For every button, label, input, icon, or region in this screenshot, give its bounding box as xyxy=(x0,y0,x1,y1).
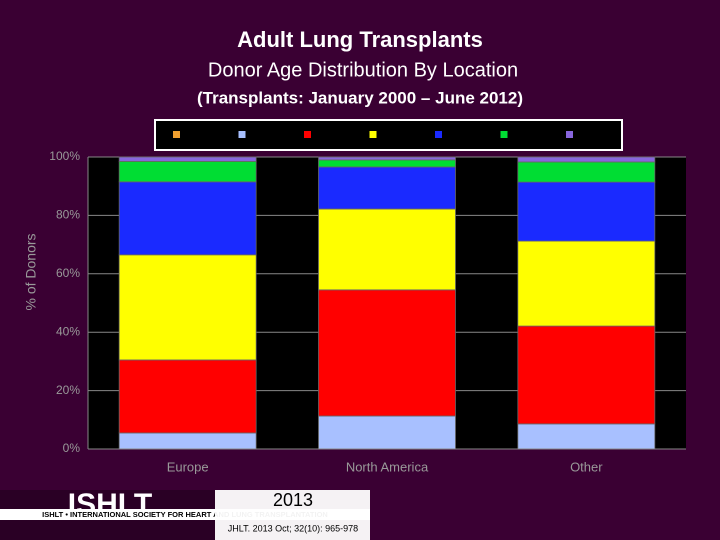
y-tick-label: 100% xyxy=(49,149,80,163)
x-tick-label: Other xyxy=(570,459,603,474)
legend-marker xyxy=(435,131,442,138)
y-tick-label: 80% xyxy=(56,208,80,222)
y-axis-label: % of Donors xyxy=(23,233,39,310)
citation-box xyxy=(215,490,370,540)
y-tick-label: 40% xyxy=(56,324,80,338)
bar-segment xyxy=(517,325,656,425)
bar-segment xyxy=(318,159,456,168)
legend-marker xyxy=(173,131,180,138)
legend-box xyxy=(154,119,623,151)
bar-segment xyxy=(118,156,257,162)
bar-segment xyxy=(517,181,656,242)
bar-segment xyxy=(318,166,456,210)
y-tick-label: 20% xyxy=(56,383,80,397)
year: 2013 xyxy=(273,490,313,510)
legend-marker xyxy=(304,131,311,138)
bar-segment xyxy=(118,160,257,183)
bar-segment xyxy=(318,289,456,417)
bar-segment xyxy=(318,208,456,291)
bar-segment xyxy=(517,423,656,450)
legend-marker xyxy=(238,131,246,138)
bar-segment xyxy=(318,156,456,161)
bar-segment xyxy=(318,415,456,450)
society-band xyxy=(0,509,370,520)
x-tick-label: Europe xyxy=(167,459,209,474)
y-tick-label: 60% xyxy=(56,266,80,280)
legend-marker xyxy=(500,131,508,138)
chart-subtitle: Donor Age Distribution By Location xyxy=(208,59,518,81)
y-tick-label: 0% xyxy=(63,441,81,455)
x-tick-label: North America xyxy=(346,459,429,474)
citation: JHLT. 2013 Oct; 32(10): 965-978 xyxy=(228,523,358,533)
bar-segment xyxy=(118,359,257,434)
bar-segment xyxy=(517,161,656,183)
chart-title: Adult Lung Transplants xyxy=(237,27,483,52)
bar-segment xyxy=(118,254,257,361)
chart-note: (Transplants: January 2000 – June 2012) xyxy=(197,88,523,107)
bar-segment xyxy=(517,240,656,327)
legend-marker xyxy=(566,131,573,138)
legend-marker xyxy=(369,131,377,138)
society-name: ISHLT • INTERNATIONAL SOCIETY FOR HEART … xyxy=(42,510,328,519)
bar-segment xyxy=(118,432,257,450)
bar-segment xyxy=(118,181,257,256)
bar-segment xyxy=(517,156,656,163)
